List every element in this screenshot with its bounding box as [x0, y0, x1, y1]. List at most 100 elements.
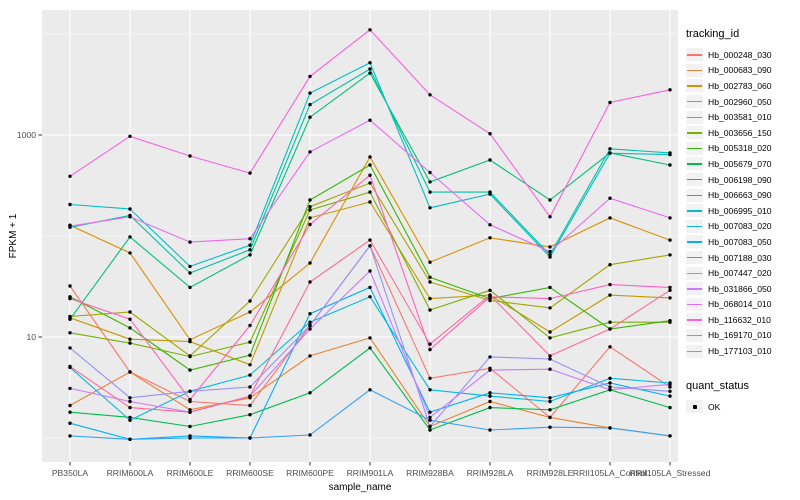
legend-label: Hb_002783_060	[708, 80, 772, 91]
legend-label: Hb_177103_010	[708, 346, 772, 357]
legend-line-icon	[687, 257, 702, 259]
data-point	[188, 240, 192, 244]
data-point	[548, 245, 552, 249]
data-point	[668, 163, 672, 167]
data-point	[68, 314, 72, 319]
data-point	[488, 428, 492, 432]
data-point	[128, 317, 132, 321]
data-point	[608, 426, 612, 430]
legend-line-icon	[687, 288, 702, 290]
data-point	[368, 173, 372, 177]
shape-legend-label: OK	[708, 401, 721, 412]
data-point	[428, 415, 432, 420]
data-point	[188, 154, 192, 158]
data-point	[68, 346, 72, 350]
data-point	[248, 436, 252, 440]
data-point	[308, 280, 312, 284]
legend-line-icon	[687, 350, 702, 352]
legend-item: Hb_000683_090	[686, 63, 798, 79]
data-point	[368, 244, 372, 248]
data-point	[548, 399, 552, 404]
x-tick-label: RRII105LA_Stressed	[630, 468, 711, 478]
data-point	[248, 253, 252, 257]
data-point	[548, 408, 552, 412]
data-point	[368, 238, 372, 242]
legend-item: Hb_003581_010	[686, 109, 798, 125]
data-point	[488, 394, 492, 398]
legend-key	[686, 313, 703, 327]
data-point	[248, 243, 252, 247]
data-point	[428, 170, 432, 175]
legend-label: Hb_007083_020	[708, 221, 772, 232]
data-point	[488, 293, 492, 297]
data-point	[68, 364, 72, 369]
legend-line-icon	[687, 69, 702, 72]
data-point	[308, 102, 312, 107]
data-point	[548, 357, 552, 361]
legend-key	[686, 110, 703, 124]
legend-item: Hb_007083_020	[686, 219, 798, 235]
legend-key	[686, 79, 703, 93]
data-point	[548, 425, 552, 429]
legend-key	[686, 251, 703, 265]
legend-key	[686, 188, 703, 202]
data-point	[608, 100, 612, 105]
legend-key	[686, 95, 703, 109]
data-point	[428, 206, 432, 210]
data-point	[248, 340, 252, 344]
data-point	[68, 224, 72, 228]
data-point	[188, 271, 192, 275]
data-point	[608, 381, 612, 385]
legend-item: Hb_000248_030	[686, 47, 798, 63]
y-tick-label: 1000	[17, 130, 36, 140]
legend-key	[686, 173, 703, 187]
data-point	[608, 320, 612, 324]
data-point	[428, 424, 432, 429]
data-point	[368, 269, 372, 273]
legend-line-icon	[687, 194, 702, 197]
legend-item: Hb_007188_030	[686, 250, 798, 266]
legend-item: Hb_177103_010	[686, 343, 798, 359]
x-tick-label: RRII105LA_Control	[573, 468, 648, 478]
data-point	[608, 293, 612, 297]
data-point	[668, 285, 672, 290]
legend-key	[686, 157, 703, 171]
data-point	[608, 147, 612, 151]
legend-label: Hb_006995_010	[708, 205, 772, 216]
data-point	[188, 408, 192, 412]
data-point	[428, 260, 432, 264]
data-point	[548, 296, 552, 301]
data-point	[308, 312, 312, 316]
data-point	[188, 339, 192, 344]
data-point	[368, 346, 372, 350]
x-axis-title: sample_name	[329, 482, 392, 493]
data-point	[128, 235, 132, 239]
data-point	[668, 405, 672, 410]
legend-key	[686, 328, 703, 342]
data-point	[428, 296, 432, 301]
legend-key	[686, 48, 703, 62]
data-point	[368, 163, 372, 167]
data-point	[668, 382, 672, 386]
data-point	[488, 132, 492, 136]
data-point	[428, 418, 432, 422]
data-point	[488, 355, 492, 359]
data-point	[368, 388, 372, 392]
data-point	[68, 284, 72, 288]
legend-item: Hb_002783_060	[686, 78, 798, 94]
data-point	[308, 323, 312, 328]
x-tick-label: RRIM928LA	[467, 468, 514, 478]
data-point	[368, 285, 372, 290]
data-point	[248, 299, 252, 303]
shape-legend-item: OK	[686, 399, 798, 415]
legend-item: Hb_116632_010	[686, 312, 798, 328]
y-tick-label: 10	[26, 332, 36, 342]
data-point	[188, 389, 192, 393]
legend-label: Hb_031866_050	[708, 283, 772, 294]
data-point	[308, 91, 312, 95]
data-point	[128, 341, 132, 345]
legend-item: Hb_031866_050	[686, 281, 798, 297]
data-point	[428, 342, 432, 346]
data-point	[368, 181, 372, 185]
legend-line-icon	[687, 179, 702, 181]
